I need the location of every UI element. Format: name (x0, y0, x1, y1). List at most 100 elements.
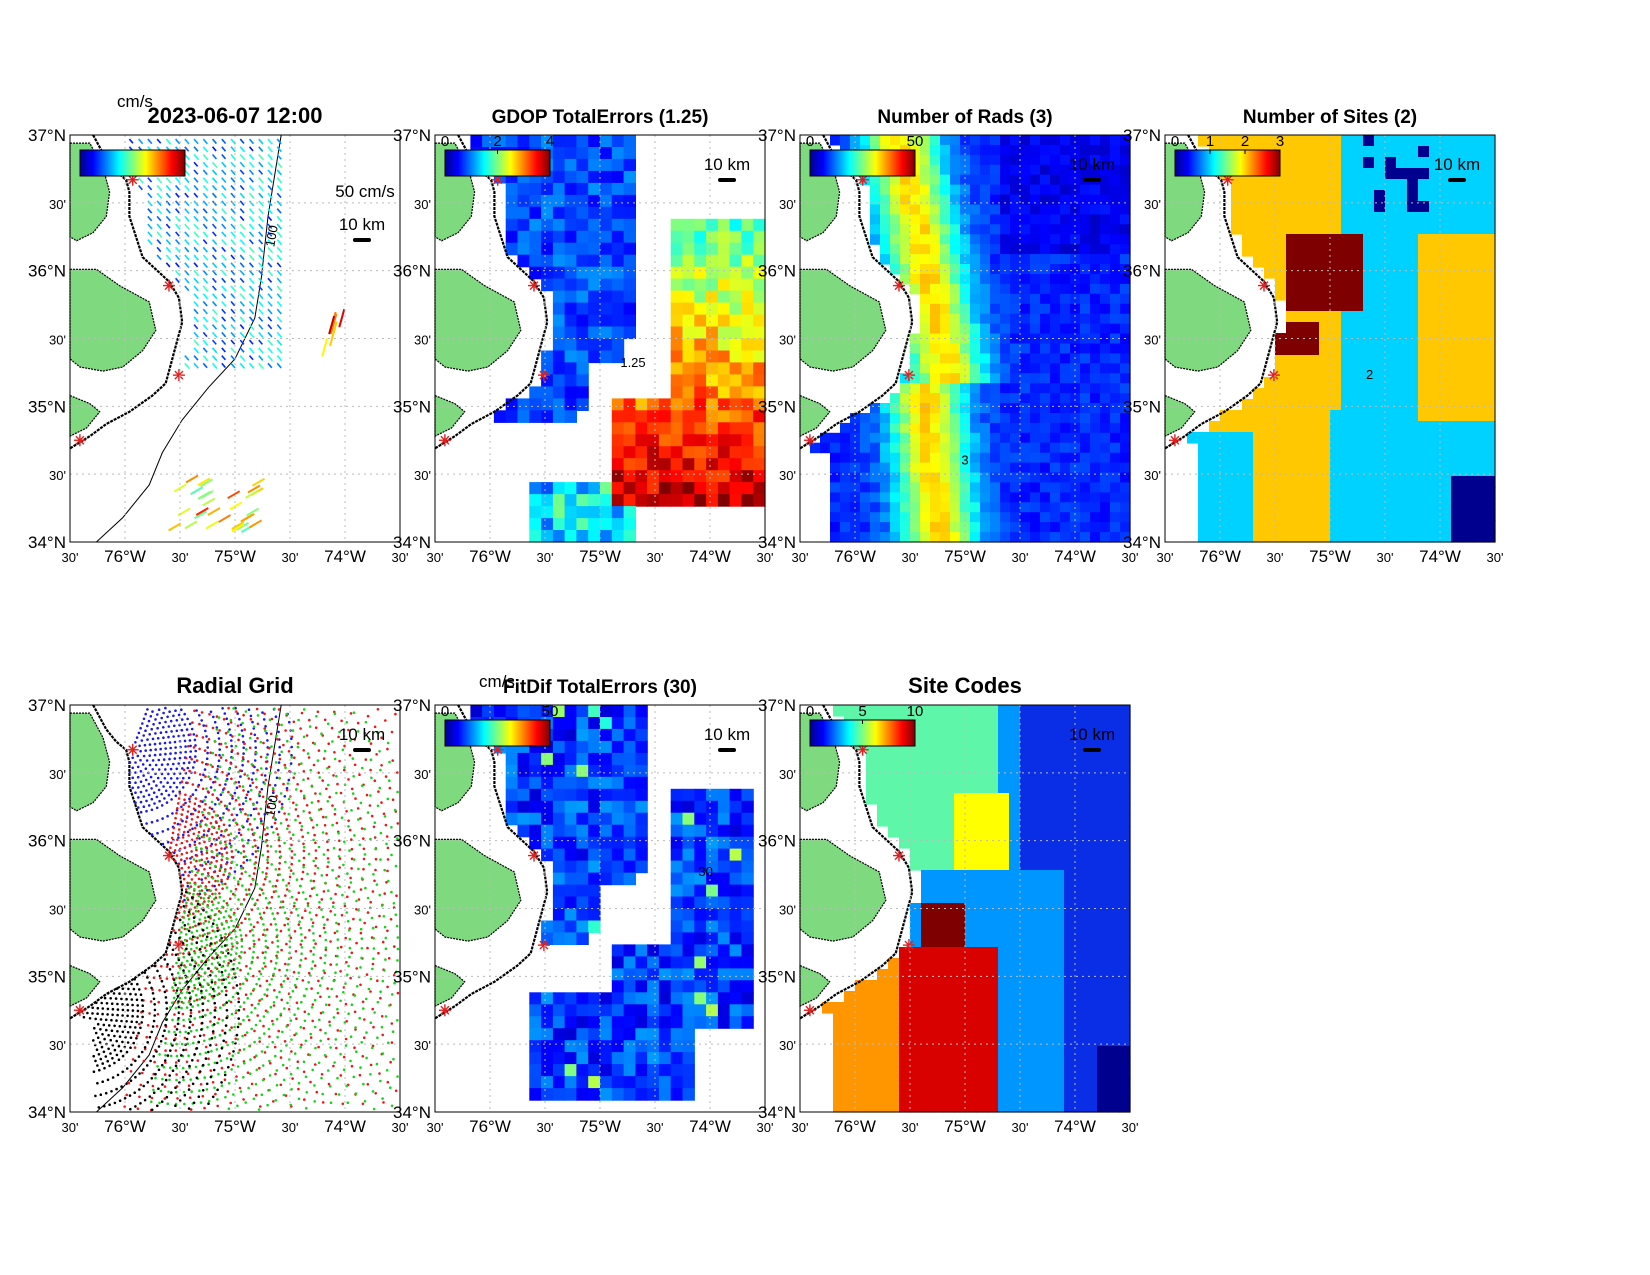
radial-grid-point (172, 781, 176, 785)
heat-cell (1100, 343, 1111, 354)
radial-grid-point (166, 828, 170, 831)
current-vector (267, 215, 273, 222)
radial-grid-point (206, 746, 209, 749)
current-vector (248, 161, 255, 168)
heat-cell (1319, 212, 1331, 224)
heat-cell (1050, 194, 1061, 206)
heat-cell (588, 266, 601, 280)
heat-cell (960, 422, 971, 434)
current-vector (193, 231, 200, 238)
heat-cell (1209, 520, 1221, 532)
current-vector (258, 223, 264, 230)
radial-grid-point (335, 821, 339, 825)
radial-grid-point (188, 844, 192, 848)
radial-grid-point (229, 953, 233, 957)
heat-cell (1242, 498, 1254, 510)
heat-cell (930, 532, 941, 543)
heat-cell (1060, 274, 1071, 285)
heat-cell (1010, 462, 1021, 474)
current-vector (248, 169, 255, 176)
current-vector (230, 169, 236, 176)
current-vector (211, 293, 218, 300)
radial-grid-point (141, 763, 145, 766)
radial-grid-point (223, 712, 227, 715)
heat-cell (970, 522, 981, 533)
current-vector (276, 154, 282, 160)
radial-grid-point (205, 989, 208, 992)
radial-grid-point (192, 858, 196, 861)
current-vector (248, 300, 255, 307)
heat-cell (505, 242, 519, 256)
heat-cell (920, 293, 931, 305)
radial-grid-point (251, 928, 254, 932)
heat-cell (1030, 522, 1041, 533)
radial-grid-point (205, 943, 209, 947)
heat-cell (1198, 443, 1210, 455)
radial-grid-point (310, 887, 314, 890)
heat-cell (1473, 289, 1485, 301)
heat-cell (1484, 498, 1496, 510)
current-vector (267, 177, 273, 184)
heat-cell (1440, 300, 1452, 312)
heat-cell (1000, 244, 1011, 255)
radial-grid-point (338, 839, 341, 842)
radial-grid-point (266, 861, 270, 864)
heat-cell (1330, 476, 1342, 488)
heat-cell (623, 194, 636, 208)
heat-cell (1407, 168, 1419, 180)
heat-cell (647, 422, 660, 435)
heat-cell (910, 184, 921, 196)
heat-cell (729, 386, 742, 399)
heat-cell (729, 374, 742, 387)
current-vector (221, 215, 227, 222)
heat-cell (920, 343, 931, 354)
current-vector (197, 477, 211, 487)
heat-cell (670, 338, 684, 352)
heat-cell (576, 302, 589, 316)
heat-cell (588, 242, 601, 256)
heat-cell (1319, 168, 1331, 180)
radial-grid-point (175, 808, 179, 812)
radial-grid-point (268, 880, 272, 883)
radial-grid-point (244, 812, 247, 816)
heat-cell (623, 147, 636, 160)
heat-cell (1308, 399, 1320, 411)
radial-grid-point (219, 864, 223, 867)
current-vector (184, 362, 190, 370)
radial-grid-point (278, 753, 281, 757)
heat-cell (623, 302, 636, 316)
heat-cell (1030, 413, 1041, 424)
heat-cell (900, 135, 911, 146)
radial-grid-point (195, 821, 198, 824)
radial-grid-point (263, 928, 266, 932)
radial-grid-point (263, 877, 267, 881)
heat-cell (950, 274, 961, 285)
scale-bar-label: 10 km (1069, 155, 1115, 174)
heat-cell (1070, 264, 1081, 275)
current-vector (207, 507, 221, 516)
radial-grid-point (354, 797, 357, 800)
heat-cell (1473, 212, 1485, 224)
heat-cell (529, 182, 542, 196)
radial-grid-point (258, 887, 262, 890)
heat-cell (529, 206, 542, 220)
heat-cell (990, 234, 1001, 245)
current-vector (211, 331, 218, 338)
radial-grid-point (287, 1008, 291, 1011)
heat-cell (623, 242, 636, 256)
current-vector (202, 231, 209, 238)
heat-cell (541, 482, 554, 495)
heat-cell (1010, 283, 1021, 295)
heat-cell (1451, 531, 1463, 543)
heat-cell (1090, 293, 1101, 305)
radial-grid-point (211, 793, 214, 796)
heat-cell (588, 482, 601, 495)
heat-cell (588, 326, 601, 340)
radial-grid-point (252, 987, 256, 991)
heat-cell (960, 492, 971, 503)
heat-cell (1000, 274, 1011, 285)
heat-cell (940, 482, 951, 493)
heat-cell (990, 452, 1001, 464)
heat-cell (870, 224, 881, 235)
radial-grid-point (210, 832, 214, 836)
